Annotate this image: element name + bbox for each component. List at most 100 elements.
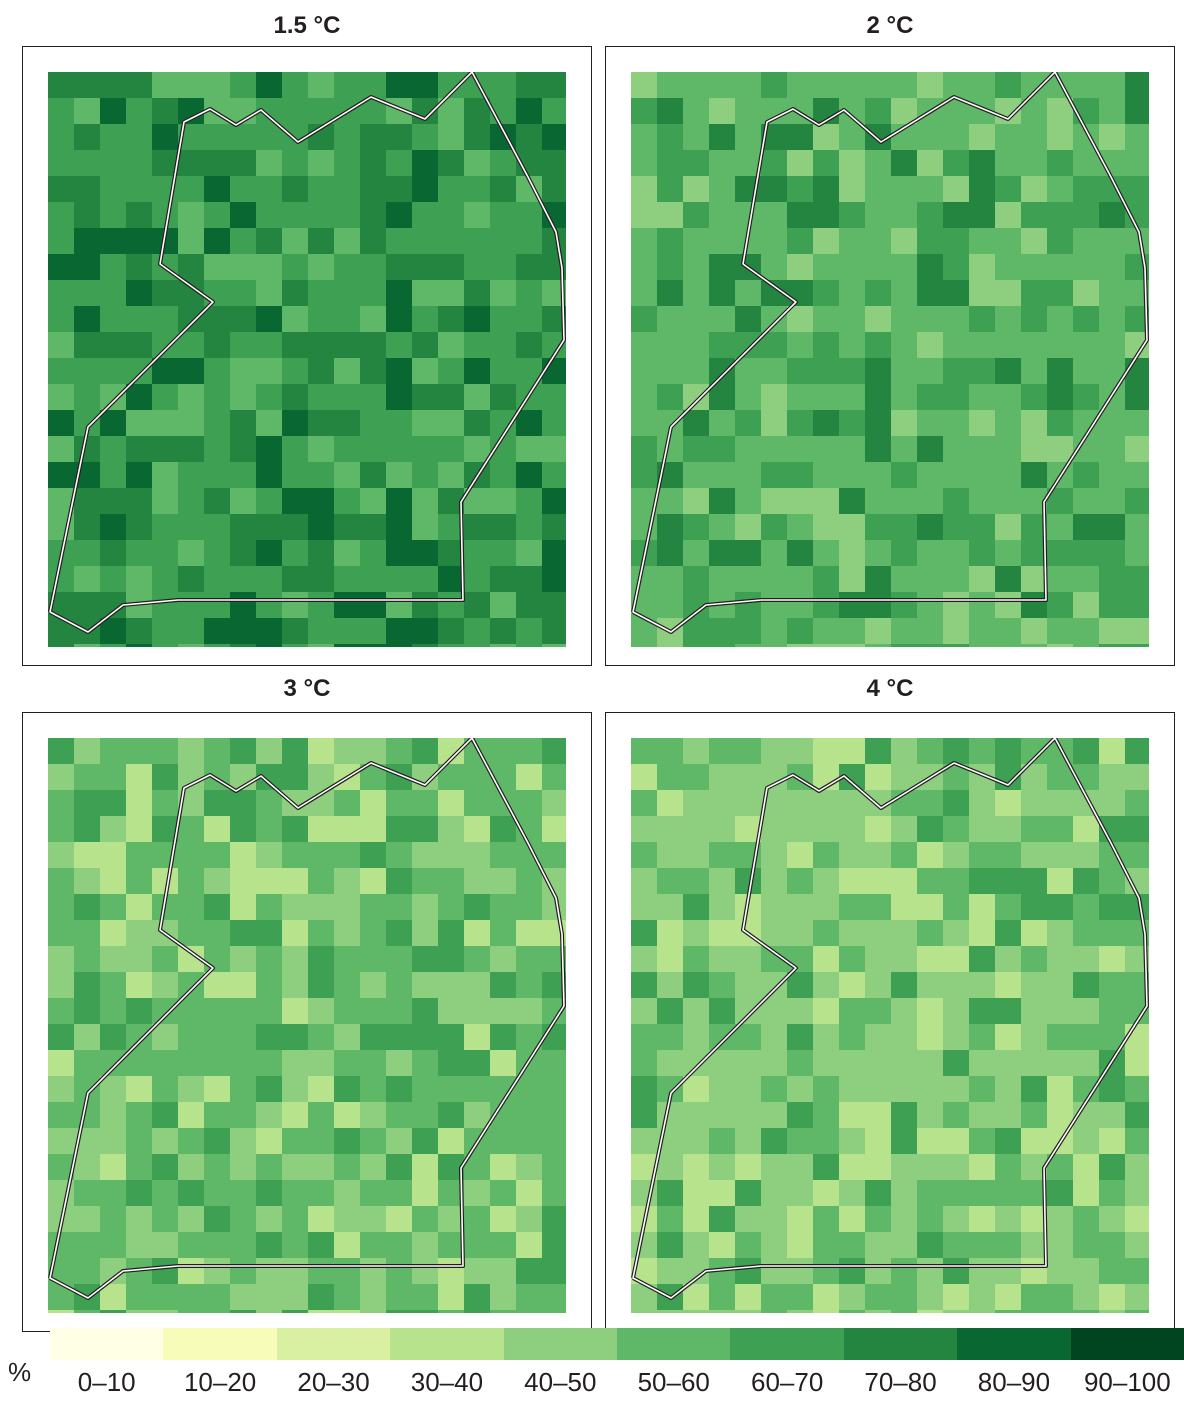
raster-cell: [969, 946, 995, 972]
raster-cell: [1125, 462, 1149, 488]
raster-cell: [48, 306, 74, 332]
raster-cell: [230, 816, 256, 842]
raster-cell: [735, 1154, 761, 1180]
raster-cell: [657, 228, 683, 254]
raster-cell: [126, 1284, 152, 1310]
raster-cell: [100, 306, 126, 332]
raster-cell: [761, 618, 787, 644]
raster-cell: [891, 946, 917, 972]
raster-cell: [100, 790, 126, 816]
raster-cell: [839, 1180, 865, 1206]
raster-cell: [1021, 1284, 1047, 1310]
map-raster: [631, 738, 1149, 1313]
raster-cell: [865, 1232, 891, 1258]
legend-swatch: [843, 1328, 958, 1360]
raster-cell: [542, 124, 566, 150]
raster-cell: [282, 306, 308, 332]
raster-cell: [657, 150, 683, 176]
raster-cell: [282, 998, 308, 1024]
raster-cell: [631, 306, 657, 332]
raster-cell: [891, 1076, 917, 1102]
raster-cell: [464, 998, 490, 1024]
raster-cell: [969, 1232, 995, 1258]
raster-cell: [735, 488, 761, 514]
raster-cell: [100, 228, 126, 254]
raster-cell: [787, 306, 813, 332]
raster-cell: [74, 868, 100, 894]
raster-cell: [74, 998, 100, 1024]
raster-cell: [386, 1050, 412, 1076]
raster-cell: [735, 618, 761, 644]
raster-cell: [464, 98, 490, 124]
raster-cell: [761, 1076, 787, 1102]
raster-cell: [230, 254, 256, 280]
raster-cell: [1073, 1232, 1099, 1258]
raster-cell: [839, 254, 865, 280]
raster-cell: [230, 1102, 256, 1128]
raster-cell: [891, 1180, 917, 1206]
raster-cell: [865, 1206, 891, 1232]
raster-cell: [126, 1154, 152, 1180]
raster-cell: [995, 566, 1021, 592]
raster-cell: [412, 410, 438, 436]
raster-cell: [204, 998, 230, 1024]
raster-cell: [100, 1154, 126, 1180]
raster-cell: [230, 124, 256, 150]
raster-cell: [865, 384, 891, 410]
raster-cell: [917, 462, 943, 488]
raster-cell: [995, 894, 1021, 920]
raster-cell: [969, 1102, 995, 1128]
raster-cell: [683, 332, 709, 358]
raster-cell: [438, 1102, 464, 1128]
raster-cell: [761, 644, 787, 647]
raster-cell: [204, 1102, 230, 1128]
raster-cell: [735, 410, 761, 436]
raster-cell: [1099, 1258, 1125, 1284]
raster-cell: [490, 1154, 516, 1180]
raster-cell: [1021, 842, 1047, 868]
raster-cell: [438, 998, 464, 1024]
raster-cell: [735, 72, 761, 98]
raster-cell: [1021, 1206, 1047, 1232]
raster-cell: [631, 254, 657, 280]
raster-cell: [969, 332, 995, 358]
raster-cell: [412, 176, 438, 202]
raster-cell: [787, 972, 813, 998]
raster-cell: [1073, 1310, 1099, 1313]
raster-cell: [256, 842, 282, 868]
raster-cell: [152, 358, 178, 384]
raster-cell: [178, 150, 204, 176]
raster-cell: [386, 306, 412, 332]
raster-cell: [891, 592, 917, 618]
raster-cell: [230, 228, 256, 254]
raster-cell: [334, 1284, 360, 1310]
raster-cell: [542, 1310, 566, 1313]
raster-cell: [412, 566, 438, 592]
raster-cell: [516, 592, 542, 618]
raster-cell: [891, 920, 917, 946]
raster-cell: [256, 1232, 282, 1258]
raster-cell: [787, 998, 813, 1024]
raster-cell: [308, 150, 334, 176]
raster-cell: [865, 202, 891, 228]
raster-cell: [230, 1154, 256, 1180]
raster-cell: [891, 1310, 917, 1313]
legend-label: 90–100: [1083, 1367, 1171, 1397]
raster-cell: [152, 618, 178, 644]
raster-cell: [334, 920, 360, 946]
raster-cell: [100, 410, 126, 436]
raster-cell: [709, 72, 735, 98]
raster-cell: [865, 618, 891, 644]
raster-cell: [464, 764, 490, 790]
raster-cell: [995, 1258, 1021, 1284]
raster-cell: [1073, 72, 1099, 98]
raster-cell: [813, 842, 839, 868]
raster-cell: [683, 176, 709, 202]
raster-cell: [917, 998, 943, 1024]
raster-cell: [334, 72, 360, 98]
raster-cell: [542, 384, 566, 410]
legend-label: 20–30: [297, 1367, 370, 1397]
raster-cell: [709, 764, 735, 790]
raster-cell: [709, 358, 735, 384]
raster-cell: [891, 868, 917, 894]
